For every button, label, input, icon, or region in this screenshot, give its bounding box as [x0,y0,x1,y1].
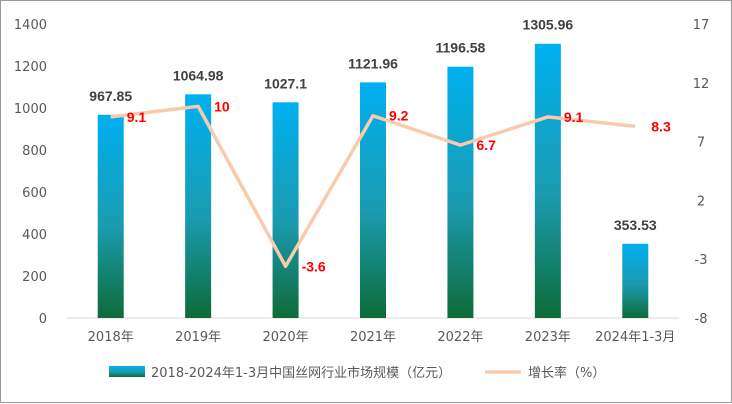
y-right-tick-label: -3 [695,253,708,268]
bar-value-label: 1027.1 [264,75,307,91]
x-tick-label: 2022年 [437,330,483,345]
bar-value-label: 967.85 [89,88,132,104]
growth-value-label: 10 [214,98,230,114]
y-left-tick-label: 1400 [14,18,47,33]
bar-value-label: 1064.98 [173,67,224,83]
y-left-tick-label: 1000 [14,102,47,117]
y-right-tick-label: 12 [693,77,710,92]
y-right-tick-label: 2 [697,194,705,209]
bar-value-label: 1305.96 [523,17,574,33]
growth-value-label: 9.2 [389,108,409,124]
growth-value-label: 6.7 [476,137,496,153]
bars-layer [97,43,649,319]
bar [97,114,124,319]
legend-bar-swatch [109,366,145,377]
y-left-tick-label: 200 [22,270,47,285]
legend: 2018-2024年1-3月中国丝网行业市场规模（亿元） 增长率（%） [109,365,605,381]
bar-value-label: 1121.96 [348,55,398,71]
x-tick-label: 2019年 [175,330,221,345]
x-tick-label: 2024年1-3月 [595,330,675,345]
bar [622,243,649,318]
y-left-tick-label: 0 [39,312,47,327]
legend-line-label: 增长率（%） [528,365,605,381]
bar [360,82,386,318]
growth-line [110,104,636,269]
growth-value-label: 9.1 [127,109,147,125]
y-right-tick-label: -8 [695,312,708,327]
bar [447,66,474,318]
bar [272,102,299,319]
bar-value-label: 1196.58 [436,40,486,56]
growth-value-label: -3.6 [302,258,326,274]
y-left-tick-label: 1200 [14,60,47,75]
y-left-tick-label: 400 [22,228,47,243]
y-left-tick-label: 600 [22,186,47,201]
bar-value-label: 353.53 [614,217,657,233]
x-tick-label: 2020年 [263,330,309,345]
y-left-tick-label: 800 [22,144,47,159]
x-tick-label: 2023年 [525,330,571,345]
x-tick-label: 2021年 [350,330,396,345]
axes-layer: 0 200 400 600 800 1000 1200 1400 -8 -3 2 7 12 17 2018年… [14,18,709,345]
y-right-tick-label: 7 [697,136,705,151]
bar [185,94,212,318]
bar [534,43,561,318]
growth-value-label: 8.3 [651,118,671,134]
growth-line-layer [110,104,636,269]
legend-bar-label: 2018-2024年1-3月中国丝网行业市场规模（亿元） [151,365,451,381]
growth-value-label: 9.1 [564,109,584,125]
labels-layer: 967.85 1064.98 1027.1 1121.96 1196.58 1305.96… [89,17,671,275]
x-tick-label: 2018年 [88,330,134,345]
y-right-tick-label: 17 [693,18,710,33]
